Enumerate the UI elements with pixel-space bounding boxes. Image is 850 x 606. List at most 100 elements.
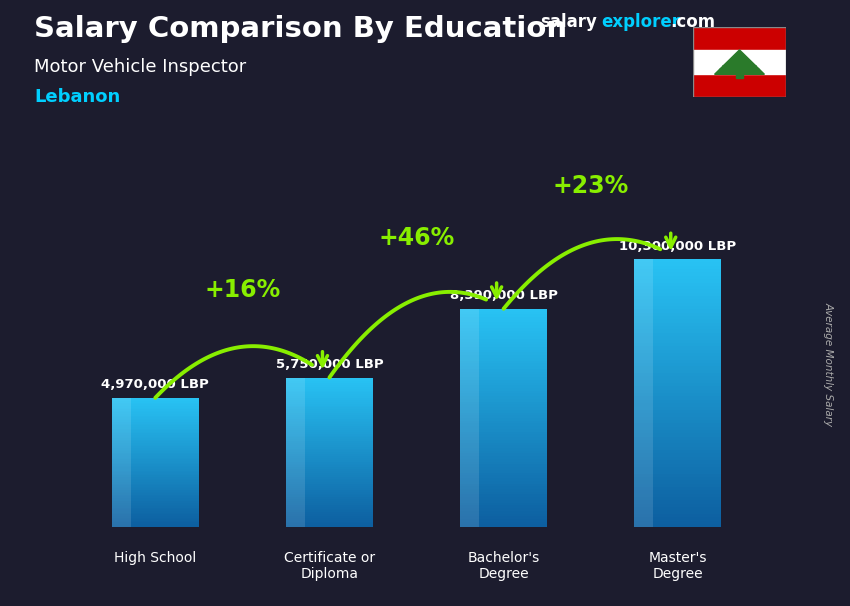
Bar	[286, 524, 373, 525]
Bar	[286, 475, 373, 477]
Bar	[286, 512, 373, 514]
Bar	[634, 444, 722, 447]
Bar	[634, 400, 722, 403]
Bar	[111, 401, 199, 402]
Bar	[111, 456, 199, 458]
Bar	[111, 524, 199, 525]
Bar	[286, 439, 373, 441]
Bar	[460, 497, 547, 500]
Bar	[634, 259, 722, 262]
Bar	[286, 510, 373, 512]
Bar	[286, 467, 373, 469]
Bar	[286, 501, 373, 503]
Bar	[460, 418, 547, 421]
Bar	[634, 410, 722, 413]
Bar	[460, 489, 547, 491]
Bar	[111, 469, 199, 471]
Bar	[634, 490, 722, 494]
Bar	[460, 464, 547, 467]
Bar	[111, 479, 199, 481]
Bar	[286, 491, 373, 493]
Bar	[111, 443, 199, 445]
Bar	[286, 411, 373, 413]
Bar	[111, 514, 199, 516]
Bar	[460, 347, 547, 350]
Bar	[111, 428, 199, 430]
Bar	[460, 336, 547, 339]
Bar	[460, 508, 547, 511]
Bar	[634, 477, 722, 481]
Bar	[286, 486, 373, 488]
Bar	[286, 445, 373, 447]
Bar	[286, 417, 373, 419]
Bar	[693, 27, 786, 50]
Bar	[634, 289, 722, 293]
Bar	[286, 398, 373, 400]
Bar	[634, 373, 722, 376]
Bar	[460, 491, 547, 494]
Bar	[111, 491, 199, 493]
Bar	[460, 431, 547, 435]
Bar	[111, 495, 199, 496]
Bar	[286, 409, 373, 411]
Bar	[111, 525, 199, 527]
Bar	[634, 259, 654, 527]
Bar	[460, 407, 547, 410]
Bar	[111, 407, 199, 409]
Bar	[286, 505, 373, 507]
Bar	[460, 475, 547, 478]
Bar	[634, 504, 722, 507]
Bar	[286, 391, 373, 393]
Text: 10,300,000 LBP: 10,300,000 LBP	[619, 239, 736, 253]
Bar	[460, 325, 547, 328]
Bar	[286, 481, 373, 482]
Bar	[111, 466, 199, 467]
Bar	[460, 353, 547, 355]
Bar	[634, 470, 722, 473]
Bar	[286, 432, 373, 434]
Polygon shape	[715, 50, 764, 75]
Bar	[634, 467, 722, 470]
Bar	[634, 380, 722, 383]
Bar	[111, 519, 199, 521]
Bar	[286, 441, 373, 443]
Bar	[460, 339, 547, 342]
Bar	[111, 511, 199, 513]
Bar	[286, 469, 373, 471]
Bar	[634, 517, 722, 521]
Bar	[460, 309, 479, 527]
Bar	[286, 452, 373, 454]
Bar	[460, 410, 547, 413]
Bar	[286, 484, 373, 486]
Bar	[634, 437, 722, 440]
Bar	[634, 433, 722, 437]
Bar	[634, 427, 722, 430]
Bar	[634, 279, 722, 282]
Bar	[286, 413, 373, 415]
Bar	[460, 393, 547, 396]
Bar	[460, 371, 547, 375]
Bar	[634, 299, 722, 302]
Bar	[634, 266, 722, 269]
Bar	[111, 416, 199, 418]
Bar	[286, 471, 373, 473]
Bar	[286, 482, 373, 484]
Bar	[111, 406, 199, 407]
Bar	[634, 387, 722, 390]
Bar	[111, 450, 199, 451]
Bar	[111, 411, 199, 412]
Bar	[111, 490, 199, 491]
Bar	[460, 451, 547, 453]
Bar	[286, 490, 373, 491]
Bar	[460, 459, 547, 462]
Bar	[634, 306, 722, 309]
Bar	[111, 500, 199, 501]
Bar	[634, 286, 722, 289]
Bar	[286, 388, 373, 391]
Bar	[634, 302, 722, 306]
Bar	[460, 448, 547, 451]
Bar	[286, 465, 373, 467]
Text: High School: High School	[114, 551, 196, 565]
Bar	[286, 503, 373, 505]
Bar	[286, 496, 373, 498]
